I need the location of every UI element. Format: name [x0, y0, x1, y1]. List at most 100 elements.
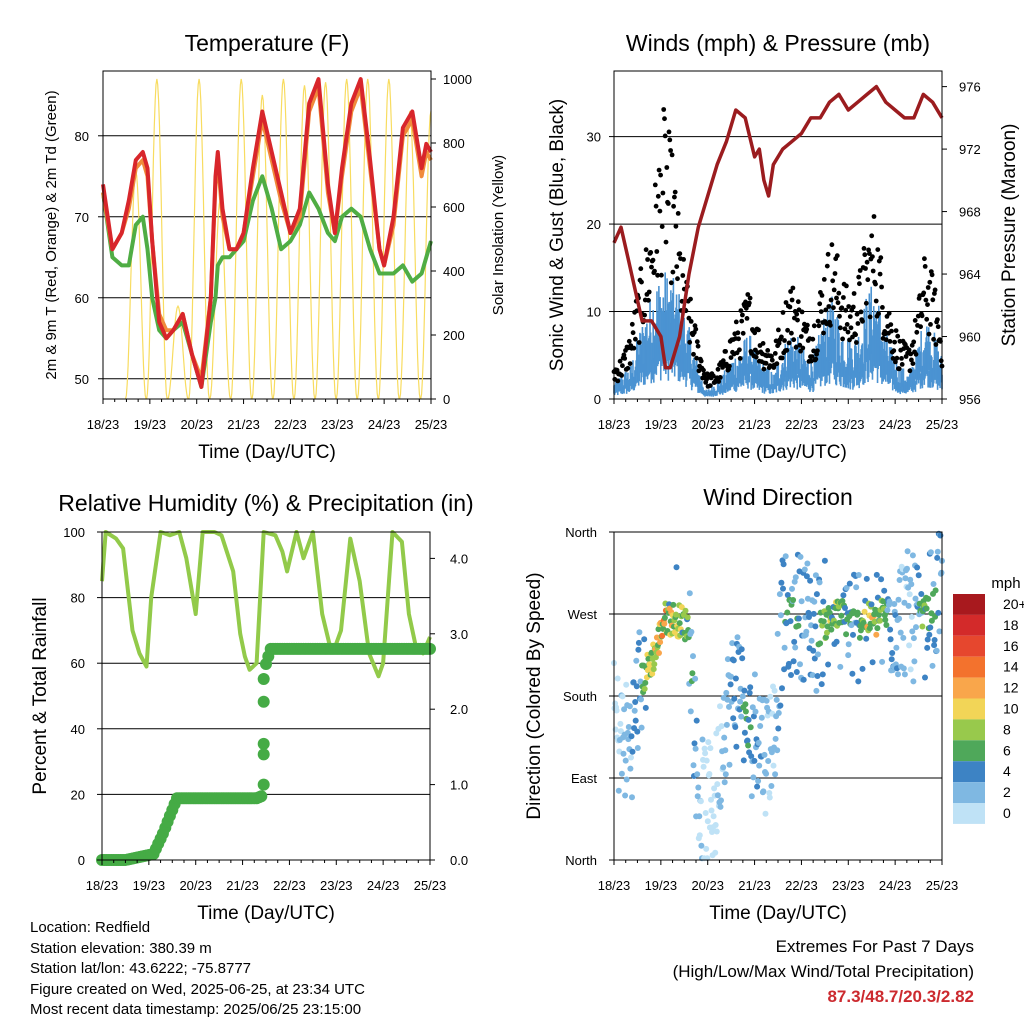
wind-direction-y-tick-label: West: [568, 607, 598, 622]
wind-direction-point: [877, 617, 883, 624]
precipitation-series: [96, 642, 436, 866]
insolation-line: [230, 78, 253, 400]
wind-direction-point: [826, 609, 833, 616]
wind-direction-point: [702, 750, 709, 757]
wind-direction-point: [632, 717, 639, 724]
wind-direction-point: [728, 673, 735, 680]
gust-point: [617, 358, 623, 364]
wind-direction-series: [611, 530, 945, 862]
wind-direction-point: [690, 762, 697, 769]
gust-point: [912, 318, 918, 323]
wind-direction-point: [808, 637, 815, 644]
wind-direction-point: [795, 622, 802, 629]
gust-point: [842, 326, 848, 332]
pressure-line: [612, 84, 944, 370]
gust-point: [652, 268, 657, 274]
gust-point: [625, 365, 631, 371]
insolation-y-tick-label: 200: [443, 328, 465, 343]
temperature-x-tick-label: 21/23: [227, 417, 260, 432]
wind-direction-point: [819, 671, 826, 678]
gust-point: [829, 242, 835, 248]
gust-point: [857, 281, 862, 287]
wind-direction-point: [717, 803, 724, 810]
pressure-y-tick-label: 956: [959, 392, 981, 407]
wind-direction-point: [818, 681, 825, 688]
gust-point: [740, 312, 745, 318]
wind-direction-point: [856, 634, 863, 641]
wind-direction-point: [767, 693, 774, 700]
wind-direction-point: [855, 572, 862, 578]
wind-direction-point: [702, 810, 709, 816]
wind-direction-point: [770, 762, 777, 769]
gust-point: [873, 281, 878, 287]
wind-direction-point: [904, 565, 910, 572]
wind-direction-point: [850, 631, 856, 638]
wind-direction-point: [806, 614, 812, 620]
insolation-y-tick-label: 0: [443, 392, 450, 407]
temperature-x-tick-label: 23/23: [321, 417, 354, 432]
wind-direction-point: [810, 647, 817, 654]
temperature-x-tick-label: 24/23: [368, 417, 401, 432]
gust-point: [655, 272, 660, 278]
wind-direction-point: [692, 675, 699, 682]
wind-direction-point: [887, 636, 894, 643]
station-elevation: Station elevation: 380.39 m: [30, 939, 212, 957]
wind-direction-point: [813, 591, 820, 598]
gust-point: [831, 305, 836, 311]
wind-direction-point: [731, 695, 738, 702]
gust-point: [665, 201, 671, 206]
wind-direction-point: [695, 784, 702, 791]
wind-direction-point: [775, 725, 782, 732]
wind-direction-point: [635, 646, 642, 653]
wind-direction-point: [638, 724, 645, 731]
wind-direction-point: [772, 771, 779, 778]
gust-point: [660, 190, 666, 196]
insolation-y-tick-label: 1000: [443, 72, 472, 87]
wind-direction-point: [763, 697, 770, 704]
gust-point: [633, 336, 638, 342]
wind-direction-point: [906, 642, 913, 649]
gust-point: [836, 290, 842, 296]
wind-direction-point: [900, 634, 907, 641]
gust-point: [877, 271, 883, 277]
colorbar-label: 2: [1003, 784, 1011, 800]
winds-y-ticks: 0 10 20 30: [587, 130, 614, 407]
wind-direction-point: [631, 707, 638, 714]
gust-point: [883, 337, 889, 343]
wind-direction-point: [931, 637, 938, 643]
wind-direction-point: [868, 601, 875, 608]
humidity-x-tick-label: 20/23: [179, 878, 212, 893]
wind-direction-point: [891, 601, 898, 607]
wind-direction-point: [815, 651, 821, 658]
wind-direction-x-tick-label: 25/23: [926, 878, 959, 893]
wind-direction-point: [703, 845, 710, 852]
wind-direction-point: [882, 616, 889, 623]
wind-direction-point: [747, 724, 754, 731]
wind-direction-point: [809, 672, 816, 679]
gust-point: [668, 148, 673, 153]
wind-direction-point: [857, 627, 864, 634]
colorbar-label: 10: [1003, 701, 1019, 717]
wind-direction-point: [907, 666, 914, 673]
gust-point: [810, 336, 816, 342]
wind-direction-point: [737, 698, 744, 705]
gust-point: [844, 322, 850, 327]
humidity-y-ticks: 0 20 40 60 80 100: [63, 525, 102, 868]
winds-x-tick-label: 23/23: [832, 417, 865, 432]
gust-point: [870, 254, 875, 259]
gust-point: [772, 351, 778, 356]
gust-point: [799, 309, 805, 315]
humidity-x-tick-label: 23/23: [320, 878, 353, 893]
wind-direction-point: [732, 675, 739, 682]
gust-point: [892, 339, 897, 345]
wind-direction-point: [820, 598, 827, 605]
wind-direction-point: [622, 792, 629, 799]
gust-point: [738, 308, 744, 313]
humidity-y-tick-label: 40: [71, 722, 85, 737]
2m-t-line: [101, 77, 433, 389]
gust-point: [681, 257, 686, 262]
wind-direction-x-tick-label: 22/23: [785, 878, 818, 893]
wind-direction-point: [717, 703, 723, 710]
gust-point: [763, 360, 769, 366]
